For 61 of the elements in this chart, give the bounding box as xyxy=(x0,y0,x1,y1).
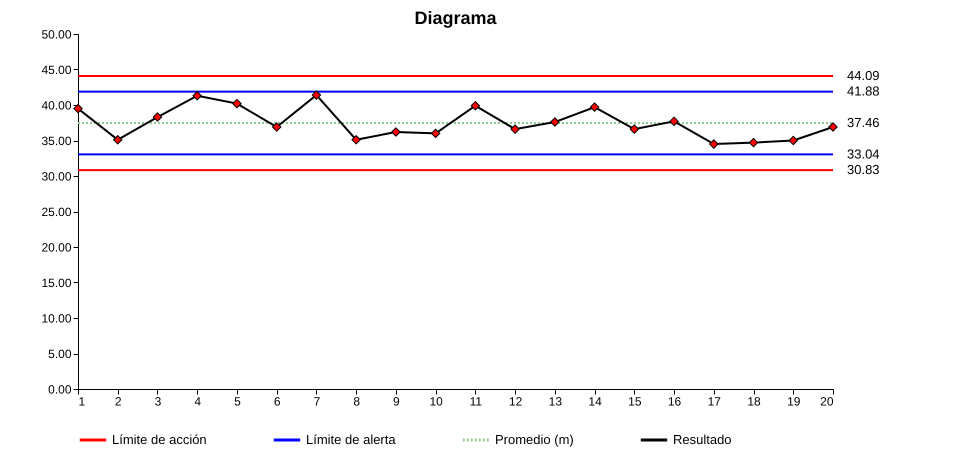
point xyxy=(192,91,202,100)
point xyxy=(630,124,639,134)
point xyxy=(709,139,718,149)
y-tick-label: 40.00 xyxy=(41,98,72,112)
point xyxy=(828,122,838,132)
point xyxy=(152,112,162,122)
y-tick-label: 15.00 xyxy=(41,276,72,290)
x-tick-label: 20 xyxy=(820,394,834,408)
x-tick-label: 12 xyxy=(508,394,523,408)
x-tick-label: 8 xyxy=(353,394,360,408)
legend-label: Límite de alerta xyxy=(306,432,396,447)
point xyxy=(470,101,480,110)
data-label: 30.83 xyxy=(847,162,880,178)
point xyxy=(113,135,122,144)
point xyxy=(510,124,520,134)
x-tick-label: 19 xyxy=(787,394,801,408)
y-tick-label: 10.00 xyxy=(41,312,72,326)
x-tick-label: 14 xyxy=(588,394,602,408)
legend-label: Resultado xyxy=(673,432,732,447)
y-tick-label: 5.00 xyxy=(48,347,72,361)
x-tick-label: 4 xyxy=(194,394,202,408)
point xyxy=(351,135,361,144)
x-tick-label: 11 xyxy=(470,394,482,408)
x-tick-label: 5 xyxy=(234,394,242,408)
data-label: 37.46 xyxy=(847,115,880,130)
point xyxy=(391,127,401,137)
y-tick-label: 0.00 xyxy=(48,382,72,396)
point xyxy=(590,102,600,112)
x-tick-label: 13 xyxy=(548,394,562,408)
x-tick-label: 6 xyxy=(274,394,281,408)
point xyxy=(430,128,440,138)
chart-title: Diagrama xyxy=(414,8,498,28)
x-tick-label: 17 xyxy=(708,394,722,408)
data-label: 44.09 xyxy=(847,68,880,83)
y-tick-label: 25.00 xyxy=(41,205,72,219)
y-tick-label: 50.00 xyxy=(41,28,72,42)
point xyxy=(232,98,242,108)
data-label: 33.04 xyxy=(847,146,880,162)
point xyxy=(550,117,560,127)
y-tick-label: 20.00 xyxy=(41,240,72,254)
y-tick-label: 45.00 xyxy=(41,63,72,77)
point xyxy=(788,136,798,146)
x-tick-label: 7 xyxy=(314,394,321,408)
point xyxy=(669,116,679,126)
y-tick-label: 35.00 xyxy=(41,134,72,148)
data-label: 41.88 xyxy=(847,84,880,99)
legend-label: Promedio (m) xyxy=(495,432,574,447)
point xyxy=(748,138,758,148)
point xyxy=(272,122,282,132)
x-tick-label: 9 xyxy=(393,394,400,408)
x-tick-label: 16 xyxy=(668,394,682,408)
x-tick-label: 15 xyxy=(628,394,642,408)
point xyxy=(312,90,322,100)
x-tick-label: 1 xyxy=(78,394,86,408)
x-tick-label: 3 xyxy=(154,394,162,408)
x-tick-label: 18 xyxy=(747,394,762,408)
legend-label: Límite de acción xyxy=(112,432,207,447)
x-tick-label: 2 xyxy=(114,394,122,408)
y-tick-label: 30.00 xyxy=(41,170,72,184)
x-tick-label: 10 xyxy=(429,394,444,408)
point xyxy=(73,104,83,114)
